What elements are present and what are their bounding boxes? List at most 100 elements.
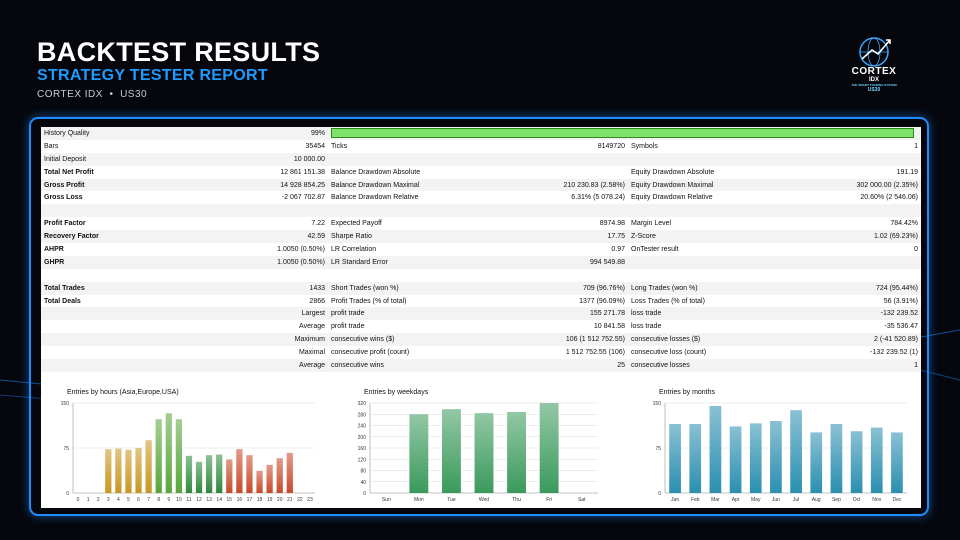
x-tick-label: 14 <box>216 497 222 503</box>
cell-value: 784.42% <box>758 217 921 231</box>
bar <box>891 432 903 493</box>
bar <box>246 455 253 493</box>
cell-label: loss trade <box>628 307 758 321</box>
table-row: Average consecutive wins 25 consecutive los… <box>41 359 921 372</box>
cell-label <box>41 359 131 372</box>
cell-label: Gross Loss <box>41 191 131 205</box>
table-row: Average profit trade 10 841.58 loss trade -3… <box>41 320 921 334</box>
x-tick-label: Jun <box>772 497 780 503</box>
cell-value: 17.75 <box>456 230 628 244</box>
table-row <box>41 268 921 282</box>
cell-label: Equity Drawdown Maximal <box>628 178 758 192</box>
bar <box>115 448 122 493</box>
cell-value: 1377 (96.09%) <box>456 294 628 308</box>
report-meta: CORTEX IDX • US30 <box>37 89 147 100</box>
cell-value: 724 (95.44%) <box>758 281 921 295</box>
cell-label: profit trade <box>328 307 456 321</box>
cell-label: GHPR <box>41 255 131 269</box>
y-tick-label: 0 <box>658 491 661 497</box>
history-quality-value: 99% <box>131 127 328 140</box>
cell-value: 709 (96.76%) <box>456 281 628 295</box>
cell-label: Z-Score <box>628 230 758 244</box>
cell-label: Recovery Factor <box>41 230 131 244</box>
cell-label <box>328 371 456 385</box>
chart-weekdays: 0 40 80 120 160 200 240 280 320 Sun Mon Tue Wed Thu Fr… <box>358 401 598 503</box>
x-tick-label: 21 <box>287 497 293 503</box>
cell-label: Expected Payoff <box>328 217 456 231</box>
table-row: GHPR 1.0050 (0.50%) LR Standard Error 994 5… <box>41 255 921 269</box>
bar <box>474 413 494 493</box>
cell-label <box>41 320 131 334</box>
cell-value: 25 <box>456 359 628 372</box>
x-tick-label: Feb <box>691 497 700 503</box>
cell-label <box>628 255 758 269</box>
bar <box>276 458 283 493</box>
cell-label: consecutive losses <box>628 359 758 372</box>
cell-value <box>131 371 328 385</box>
bar <box>749 423 762 493</box>
cell-label: Bars <box>41 139 131 153</box>
x-tick-label: 20 <box>277 497 283 503</box>
cell-label: Long Trades (won %) <box>628 281 758 295</box>
cell-value <box>131 204 328 218</box>
y-tick-label: 75 <box>655 446 661 452</box>
table-row <box>41 204 921 218</box>
x-tick-label: Dec <box>892 497 901 503</box>
x-tick-label: Sat <box>578 497 586 503</box>
cell-label <box>41 307 131 321</box>
bar <box>125 449 132 493</box>
chart-weekdays-title: Entries by weekdays <box>364 389 429 396</box>
cell-label: Initial Deposit <box>41 152 131 166</box>
bar <box>256 470 263 493</box>
cell-label <box>41 333 131 347</box>
page-subtitle: STRATEGY TESTER REPORT <box>37 67 268 84</box>
x-tick-label: Sep <box>832 497 841 503</box>
cell-value: 8149720 <box>456 139 628 153</box>
bar <box>226 459 233 493</box>
cell-label: Equity Drawdown Relative <box>628 191 758 205</box>
cell-value: 8974.98 <box>456 217 628 231</box>
cell-value <box>758 204 921 218</box>
table-row: Total Net Profit 12 861 151.38 Balance Dra… <box>41 165 921 179</box>
table-row: Maximum consecutive wins ($) 106 (1 512 75… <box>41 333 921 347</box>
cell-label: consecutive wins ($) <box>328 333 456 347</box>
y-tick-label: 280 <box>358 412 367 418</box>
cell-value: 0.97 <box>456 243 628 256</box>
y-tick-label: 150 <box>653 401 662 407</box>
bar <box>810 432 823 493</box>
x-tick-label: 13 <box>206 497 212 503</box>
cell-value: -2 067 702.87 <box>131 191 328 205</box>
y-tick-label: 160 <box>358 446 367 452</box>
bar <box>135 448 142 493</box>
cell-label <box>328 152 456 166</box>
cell-label <box>41 346 131 360</box>
cell-value: 14 928 854.25 <box>131 178 328 192</box>
y-tick-label: 75 <box>63 446 69 452</box>
cell-label: Total Net Profit <box>41 165 131 179</box>
x-tick-label: 3 <box>107 497 110 503</box>
cell-value: 35454 <box>131 139 328 153</box>
cell-label: Sharpe Ratio <box>328 230 456 244</box>
cell-value: 6.31% (5 078.24) <box>456 191 628 205</box>
cell-label: Balance Drawdown Maximal <box>328 178 456 192</box>
meta-brand: CORTEX IDX <box>37 89 103 100</box>
cell-value: 1.02 (69.23%) <box>758 230 921 244</box>
bar <box>507 412 527 493</box>
y-tick-label: 120 <box>358 457 367 463</box>
table-row: Total Deals 2866 Profit Trades (% of total… <box>41 294 921 308</box>
cell-value: 1 <box>758 359 921 372</box>
x-tick-label: 22 <box>297 497 303 503</box>
cell-value: 56 (3.91%) <box>758 294 921 308</box>
cell-value: 1 <box>758 139 921 153</box>
cell-value: 42.59 <box>131 230 328 244</box>
x-tick-label: 23 <box>307 497 313 503</box>
table-row: Recovery Factor 42.59 Sharpe Ratio 17.75 Z-S… <box>41 230 921 244</box>
x-tick-label: 8 <box>157 497 160 503</box>
table-row: Total Trades 1433 Short Trades (won %) 709 … <box>41 281 921 295</box>
cell-label: LR Standard Error <box>328 255 456 269</box>
bar <box>216 454 223 493</box>
cell-value: 0 <box>758 243 921 256</box>
bar <box>105 449 112 493</box>
cell-label: consecutive wins <box>328 359 456 372</box>
